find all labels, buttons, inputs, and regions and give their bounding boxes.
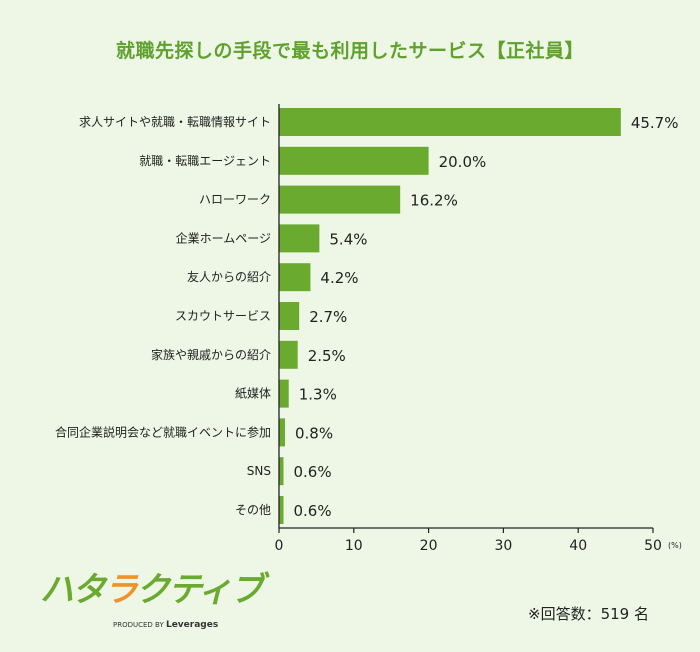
logo-subtitle: PRODUCED BY Leverages: [113, 620, 219, 630]
bar: [279, 108, 621, 136]
category-label: スカウトサービス: [175, 309, 271, 323]
x-axis-unit: (%): [668, 541, 682, 550]
category-label: ハローワーク: [199, 193, 271, 207]
category-label: SNS: [247, 464, 271, 478]
category-label: 紙媒体: [235, 386, 271, 401]
value-label: 16.2%: [410, 192, 458, 210]
value-label: 45.7%: [631, 114, 679, 132]
bar: [279, 146, 429, 175]
x-tick-label: 30: [494, 538, 512, 554]
bar: [279, 496, 284, 524]
category-label: 就職・転職エージェント: [139, 154, 271, 168]
category-label: その他: [235, 503, 271, 517]
chart-title: 就職先探しの手段で最も利用したサービス【正社員】: [115, 40, 584, 62]
bar: [279, 457, 284, 486]
value-label: 0.8%: [295, 424, 333, 442]
value-label: 5.4%: [329, 230, 367, 248]
category-label: 求人サイトや就職・転職情報サイト: [79, 115, 271, 129]
bar: [279, 340, 298, 369]
logo-mark: ハタラクティブ: [40, 570, 264, 610]
category-label: 家族や親戚からの紹介: [151, 347, 271, 362]
category-label: 合同企業説明会など就職イベントに参加: [55, 424, 271, 439]
bar: [279, 302, 300, 330]
value-label: 0.6%: [293, 502, 331, 520]
bar: [279, 263, 311, 292]
category-label: 企業ホームページ: [176, 230, 271, 245]
bar: [279, 379, 289, 408]
x-tick-label: 40: [569, 538, 587, 554]
bar: [279, 224, 320, 253]
bar: [279, 185, 401, 214]
x-tick-label: 20: [420, 538, 438, 554]
value-label: 4.2%: [320, 269, 358, 287]
value-label: 2.5%: [308, 347, 346, 365]
value-label: 1.3%: [299, 386, 337, 404]
bar-chart: 求人サイトや就職・転職情報サイト 45.7% 就職・転職エージェント 20.0% ハロー…: [55, 104, 682, 554]
bar: [279, 418, 285, 447]
value-label: 0.6%: [293, 463, 331, 481]
value-label: 2.7%: [309, 308, 347, 326]
hataractive-logo: ハタラクティブ PRODUCED BY Leverages: [40, 570, 264, 630]
x-tick-label: 0: [275, 538, 284, 554]
respondent-count-note: ※回答数：519 名: [528, 605, 649, 623]
x-tick-label: 10: [345, 538, 363, 554]
x-tick-label: 50: [644, 538, 662, 554]
value-label: 20.0%: [439, 153, 487, 171]
category-label: 友人からの紹介: [187, 270, 271, 284]
